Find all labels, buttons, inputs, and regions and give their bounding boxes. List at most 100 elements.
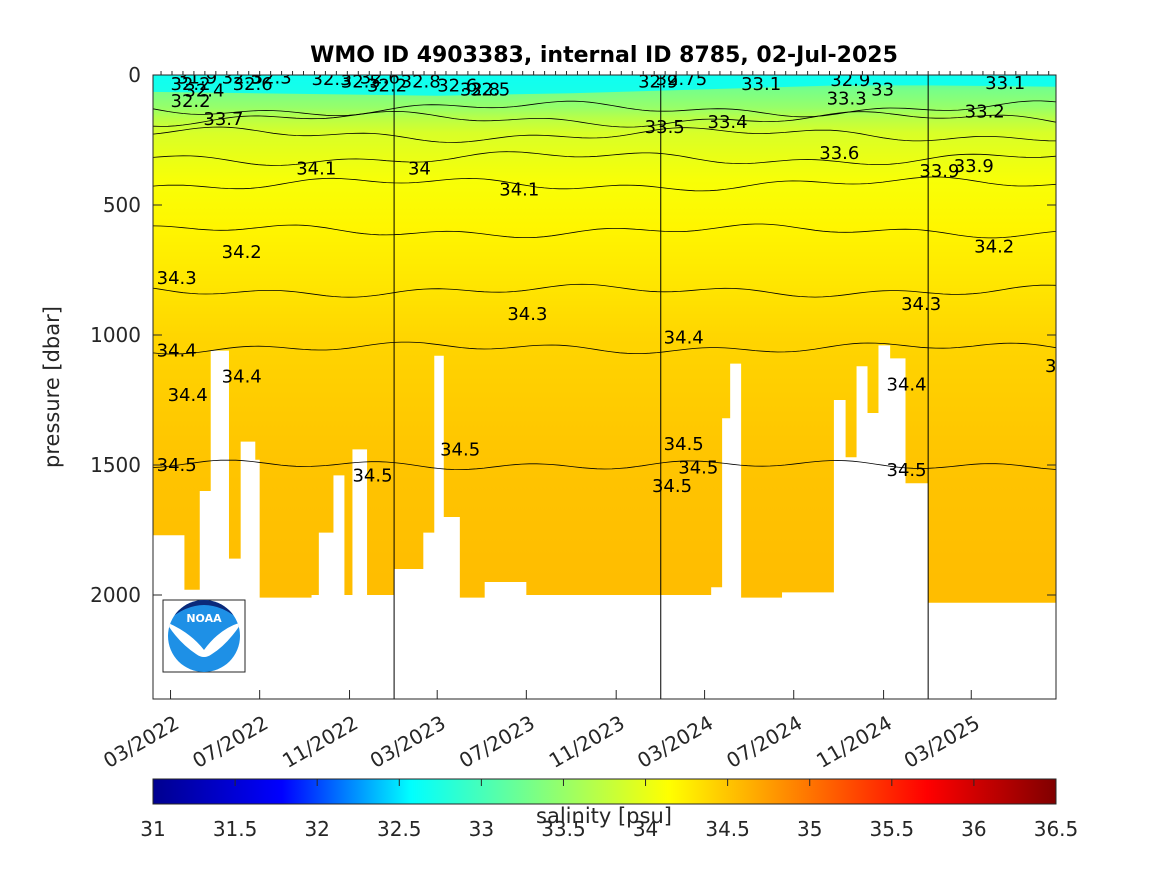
y-axis: 0 500 1000 1500 2000 (90, 63, 1056, 607)
contour-lines (153, 100, 1056, 471)
y-tick-label: 0 (128, 63, 141, 87)
colorbar-tick-label: 35 (797, 817, 822, 841)
contour-label: 33.9 (919, 161, 959, 182)
contour-label: 32.9 (638, 72, 678, 93)
colorbar-label: salinity [psu] (536, 804, 672, 828)
contour-label: 34.4 (157, 341, 197, 362)
contour-line (153, 110, 1056, 128)
contour-label: 32.6 (233, 74, 273, 95)
x-tick-label: 03/2022 (99, 711, 183, 773)
colorbar-tick-label: 34 (633, 817, 658, 841)
x-tick-label: 03/2024 (633, 711, 717, 773)
colorbar-tick-label: 32.5 (377, 817, 422, 841)
contour-line (153, 341, 1056, 355)
contour-label: 34.1 (499, 179, 539, 200)
logo-text: NOAA (186, 612, 222, 625)
plot-frame (152, 74, 1057, 700)
surface-fresh-layer (153, 75, 1056, 96)
contour-label: 33.5 (645, 117, 685, 138)
contour-label: 34.3 (507, 304, 547, 325)
contour-label: 34.3 (157, 268, 197, 289)
x-tick-label: 11/2024 (812, 711, 896, 773)
colorbar-tick-label: 31.5 (213, 817, 258, 841)
contour-label: 33.1 (985, 73, 1025, 94)
x-tick-label: 07/2022 (188, 711, 272, 773)
contour-label: 32.3 (252, 68, 292, 89)
contour-label: 32.5 (222, 68, 262, 89)
contour-label: 32.8 (460, 79, 500, 100)
x-tick-label: 11/2023 (545, 711, 629, 773)
contour-line (153, 223, 1056, 239)
contour-label: 32.5 (341, 72, 381, 93)
contour-label: 34.5 (352, 465, 392, 486)
y-tick-label: 500 (103, 193, 141, 217)
y-tick-label: 1000 (90, 323, 141, 347)
contour-label: 33.1 (741, 74, 781, 95)
contour-line (153, 283, 1056, 298)
contour-label: 34.4 (222, 367, 262, 388)
contour-label: 34.4 (1045, 356, 1085, 377)
contour-label: 32.2 (367, 75, 407, 96)
contour-label: 34.5 (678, 458, 718, 479)
x-tick-label: 07/2024 (722, 711, 806, 773)
contour-label: 34.3 (901, 294, 941, 315)
colorbar-tick-label: 32 (304, 817, 329, 841)
x-tick-label: 11/2022 (278, 711, 362, 773)
contour-label: 32.9 (830, 70, 870, 91)
contour-label: 32.5 (470, 79, 510, 100)
contour-label: 33.2 (965, 101, 1005, 122)
y-tick-label: 2000 (90, 583, 141, 607)
colorbar: 31 31.5 32 32.5 33 33.5 34 34.5 35 35.5 36 36.5 sal… (140, 778, 1078, 841)
contour-label: 34.5 (887, 460, 927, 481)
contour-label: 34.2 (222, 242, 262, 263)
y-tick-label: 1500 (90, 453, 141, 477)
y-axis-label: pressure [dbar] (40, 306, 64, 468)
contour-line (153, 100, 1056, 118)
year-boundary-lines (393, 75, 929, 699)
colorbar-tick-label: 33.5 (541, 817, 586, 841)
contour-label: 33.6 (819, 143, 859, 164)
contour-label: 34.2 (974, 237, 1014, 258)
contour-label: 32.75 (656, 69, 708, 90)
colorbar-scale (152, 778, 1057, 805)
x-tick-label: 03/2023 (366, 711, 450, 773)
contour-label: 34.1 (296, 159, 336, 180)
contour-line (153, 126, 1056, 143)
contour-label: 34.4 (168, 385, 208, 406)
contour-line (153, 459, 1056, 471)
contour-label: 32.2 (171, 91, 211, 112)
contour-label: 32.6 (437, 75, 477, 96)
contour-label: 32.8 (401, 72, 441, 93)
contour-label: 34.5 (157, 455, 197, 476)
contour-line (153, 151, 1056, 166)
logo-bird-shape (168, 600, 240, 622)
contour-label: 34.4 (887, 374, 927, 395)
contour-line (153, 176, 1056, 192)
colorbar-tick-label: 33 (469, 817, 494, 841)
contour-label: 32.3 (312, 69, 352, 90)
logo-circle (168, 600, 240, 672)
colorbar-ticks: 31 31.5 32 32.5 33 33.5 34 34.5 35 35.5 36 36.5 (140, 779, 1078, 841)
x-tick-label: 07/2023 (455, 711, 539, 773)
contour-label: 32.4 (184, 81, 224, 102)
chart-title: WMO ID 4903383, internal ID 8785, 02-Jul… (310, 43, 898, 68)
contour-label: 31.9 (177, 68, 217, 89)
salinity-fill (153, 75, 1056, 603)
x-tick-label: 03/2025 (900, 711, 984, 773)
contour-label: 34.5 (652, 476, 692, 497)
contour-label: 34.5 (664, 434, 704, 455)
contour-label: 33 (871, 79, 894, 100)
colorbar-tick-label: 31 (140, 817, 165, 841)
contour-label: 33.3 (827, 88, 867, 109)
contour-label: 34.5 (440, 439, 480, 460)
contour-label: 34.4 (664, 328, 704, 349)
contour-label: 34 (408, 159, 431, 180)
contour-label: 33.7 (203, 109, 243, 130)
contour-label: 32.2 (171, 74, 211, 95)
contour-label: 32.6 (360, 68, 400, 89)
contour-label: 33.4 (708, 112, 748, 133)
noaa-logo: NOAA (162, 599, 246, 673)
